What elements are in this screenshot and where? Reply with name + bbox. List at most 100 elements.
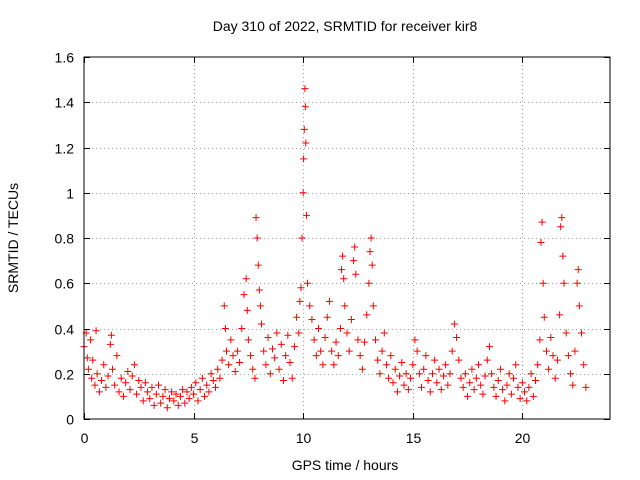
data-point: [477, 381, 485, 389]
data-point: [538, 218, 546, 226]
data-point: [358, 365, 366, 373]
data-point: [492, 392, 500, 400]
y-tick-label: 1: [66, 186, 74, 202]
data-point: [507, 390, 515, 398]
data-point: [93, 370, 101, 378]
y-tick-label: 0.4: [55, 322, 75, 338]
data-point: [216, 374, 224, 382]
data-point: [159, 392, 167, 400]
data-point: [302, 139, 310, 147]
data-point: [84, 365, 92, 373]
data-point: [578, 329, 586, 337]
data-point: [225, 361, 233, 369]
data-point: [89, 356, 97, 364]
data-point: [503, 381, 511, 389]
data-point: [332, 338, 340, 346]
data-point: [559, 252, 567, 260]
data-point: [569, 381, 577, 389]
data-point: [165, 395, 173, 403]
data-point: [205, 388, 213, 396]
data-point: [516, 395, 524, 403]
data-point: [444, 381, 452, 389]
data-point: [407, 374, 415, 382]
data-point: [220, 302, 228, 310]
data-point: [254, 261, 262, 269]
data-point: [231, 367, 239, 375]
data-points: [80, 85, 590, 412]
data-point: [459, 383, 467, 391]
data-point: [243, 306, 251, 314]
data-point: [258, 320, 266, 328]
data-point: [198, 374, 206, 382]
data-point: [192, 379, 200, 387]
data-point: [466, 379, 474, 387]
data-point: [328, 347, 336, 355]
data-point: [185, 395, 193, 403]
data-point: [115, 388, 123, 396]
data-point: [275, 365, 283, 373]
data-point: [256, 302, 264, 310]
data-point: [203, 381, 211, 389]
data-point: [128, 372, 136, 380]
data-point: [163, 404, 171, 412]
data-point: [214, 365, 222, 373]
data-point: [308, 315, 316, 323]
data-point: [293, 313, 301, 321]
chart-title: Day 310 of 2022, SRMTID for receiver kir…: [213, 18, 478, 34]
data-point: [319, 361, 327, 369]
data-point: [537, 239, 545, 247]
data-point: [88, 374, 96, 382]
data-point: [490, 383, 498, 391]
data-point: [382, 361, 390, 369]
data-point: [539, 279, 547, 287]
gridlines: [84, 57, 610, 419]
data-point: [512, 361, 520, 369]
data-point: [553, 356, 561, 364]
data-point: [196, 386, 204, 394]
data-point: [176, 392, 184, 400]
data-point: [560, 279, 568, 287]
data-point: [371, 336, 379, 344]
data-point: [409, 361, 417, 369]
data-point: [426, 388, 434, 396]
data-point: [481, 372, 489, 380]
data-point: [400, 381, 408, 389]
data-point: [117, 374, 125, 382]
data-point: [286, 358, 294, 366]
data-point: [356, 352, 364, 360]
y-tick-label: 0.6: [55, 276, 75, 292]
data-point: [168, 388, 176, 396]
data-point: [352, 270, 360, 278]
data-point: [455, 356, 463, 364]
data-point: [181, 399, 189, 407]
data-point: [540, 313, 548, 321]
data-point: [448, 347, 456, 355]
data-point: [387, 352, 395, 360]
y-tick-label: 0.2: [55, 367, 75, 383]
data-point: [255, 286, 263, 294]
data-point: [317, 347, 325, 355]
data-point: [499, 386, 507, 394]
data-point: [91, 381, 99, 389]
data-point: [98, 377, 106, 385]
data-point: [268, 345, 276, 353]
data-point: [439, 372, 447, 380]
data-point: [534, 361, 542, 369]
data-point: [229, 352, 237, 360]
data-point: [567, 370, 575, 378]
data-point: [411, 336, 419, 344]
data-point: [244, 336, 252, 344]
data-point: [247, 352, 255, 360]
data-point: [279, 377, 287, 385]
data-point: [338, 266, 346, 274]
data-point: [368, 261, 376, 269]
data-point: [435, 365, 443, 373]
data-point: [571, 347, 579, 355]
data-point: [271, 354, 279, 362]
data-point: [514, 383, 522, 391]
data-point: [87, 336, 95, 344]
data-point: [233, 347, 241, 355]
data-point: [277, 340, 285, 348]
data-point: [282, 352, 290, 360]
